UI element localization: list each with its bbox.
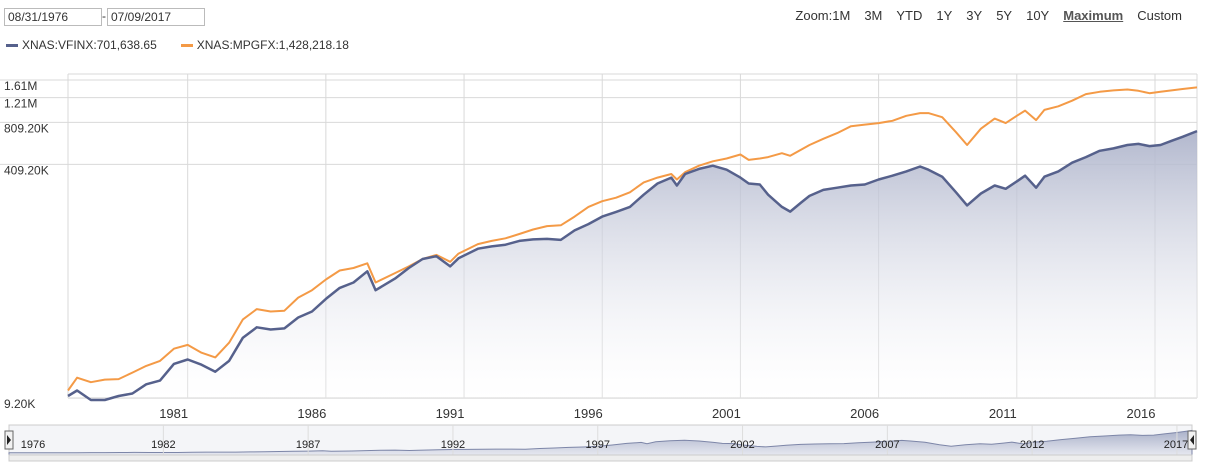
x-tick-label: 2006 [850,406,879,421]
navigator-scrollbar[interactable] [8,454,1193,462]
y-tick-label: 409.20K [4,163,49,177]
zoom-label: Zoom: [795,8,833,23]
y-tick-label: 1.61M [4,79,37,93]
x-tick-label: 1996 [574,406,603,421]
navigator-tick-label: 1997 [586,439,610,451]
y-axis: 1.61M 1.21M 809.20K 409.20K 9.20K [4,79,49,411]
x-tick-label: 1981 [159,406,188,421]
x-tick-label: 2001 [712,406,741,421]
vfinx-area [68,131,1197,400]
y-tick-label: 9.20K [4,397,35,411]
legend-label-vfinx: XNAS:VFINX:701,638.65 [22,38,157,52]
navigator-tick-label: 1982 [151,439,175,451]
navigator-right-handle[interactable] [1187,430,1197,450]
zoom-custom-button[interactable]: Custom [1137,8,1182,23]
start-date-input[interactable] [4,8,102,26]
x-tick-label: 2011 [989,406,1017,421]
y-tick-label: 1.21M [4,97,37,111]
legend-swatch-mpgfx [180,43,193,47]
legend-item-mpgfx[interactable]: XNAS:MPGFX:1,428,218.18 [180,38,349,52]
zoom-selector: Zoom: 1M 3M YTD 1Y 3Y 5Y 10Y Maximum Cus… [795,8,1182,23]
series-line-mpgfx [67,86,1198,392]
x-tick-label: 1991 [436,406,465,421]
x-tick-label: 1986 [297,406,326,421]
zoom-maximum-button[interactable]: Maximum [1063,8,1124,23]
legend-label-mpgfx: XNAS:MPGFX:1,428,218.18 [196,38,349,52]
navigator-tick-label: 2012 [1020,439,1044,451]
navigator-series [8,429,1193,456]
end-date-input[interactable] [107,8,205,26]
navigator-left-handle[interactable] [4,430,14,450]
date-range-separator: - [102,9,106,23]
area-layer [68,131,1197,400]
legend-item-vfinx[interactable]: XNAS:VFINX:701,638.65 [6,38,157,52]
zoom-3y-button[interactable]: 3Y [966,8,983,23]
navigator-tick-label: 1976 [21,439,45,451]
navigator-tick-label: 2017 [1164,439,1188,451]
zoom-ytd-button[interactable]: YTD [896,8,923,23]
legend-swatch-vfinx [6,43,18,47]
zoom-10y-button[interactable]: 10Y [1026,8,1050,23]
zoom-1m-button[interactable]: 1M [832,8,851,23]
navigator-tick-label: 1987 [296,439,320,451]
y-tick-label: 809.20K [4,121,49,135]
series-lines [67,86,1198,402]
series-line-vfinx [67,129,1198,402]
navigator-tick-label: 2002 [730,439,754,451]
zoom-3m-button[interactable]: 3M [864,8,883,23]
range-navigator[interactable]: 1976 1982 1987 1992 1997 2002 2007 2012 2017 [0,424,1197,462]
x-tick-label: 2016 [1127,406,1156,421]
zoom-5y-button[interactable]: 5Y [996,8,1013,23]
navigator-tick-label: 2007 [875,439,899,451]
navigator-tick-label: 1992 [441,439,465,451]
x-axis: 1981 1986 1991 1996 2001 2006 2011 2016 [159,406,1155,421]
zoom-1y-button[interactable]: 1Y [936,8,953,23]
chart-legend: XNAS:VFINX:701,638.65 XNAS:MPGFX:1,428,2… [6,38,373,52]
